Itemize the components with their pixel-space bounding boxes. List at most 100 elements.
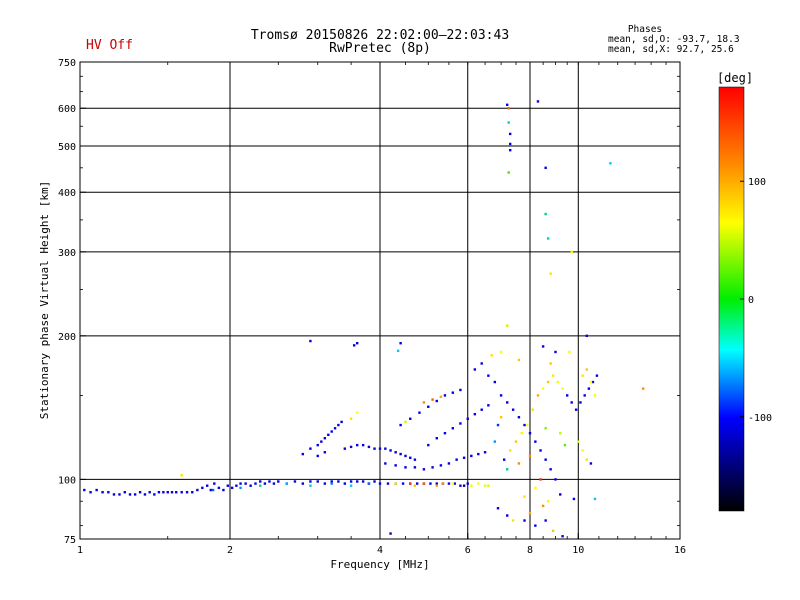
echo-point bbox=[222, 488, 225, 492]
echo-point bbox=[101, 491, 104, 494]
echo-point bbox=[546, 500, 550, 503]
echo-point bbox=[404, 454, 407, 458]
echo-point bbox=[574, 408, 578, 411]
echo-point bbox=[466, 417, 469, 420]
echo-point bbox=[427, 443, 430, 447]
echo-point bbox=[394, 482, 397, 485]
echo-point bbox=[523, 423, 526, 427]
echo-point bbox=[499, 416, 503, 419]
echo-point bbox=[435, 399, 438, 403]
echo-point bbox=[593, 394, 597, 397]
echo-point bbox=[549, 362, 552, 365]
echo-point bbox=[272, 482, 276, 485]
echo-point bbox=[534, 524, 537, 527]
echo-point bbox=[323, 482, 327, 485]
echo-point bbox=[418, 411, 421, 414]
echo-point bbox=[301, 482, 305, 485]
echo-point bbox=[642, 387, 645, 390]
echo-point bbox=[166, 491, 169, 494]
echo-point bbox=[451, 391, 455, 394]
echo-point bbox=[462, 456, 466, 459]
echo-point bbox=[480, 408, 483, 411]
echo-point bbox=[422, 482, 426, 485]
x-tick-label: 4 bbox=[377, 545, 383, 556]
echo-point bbox=[355, 480, 359, 483]
echo-point bbox=[502, 458, 506, 461]
echo-point bbox=[477, 482, 480, 485]
echo-point bbox=[587, 387, 591, 390]
echo-point bbox=[309, 484, 312, 487]
echo-point bbox=[435, 484, 438, 487]
echo-point bbox=[480, 362, 483, 365]
colorbar-tick-label: -100 bbox=[748, 413, 772, 424]
plot-grid bbox=[80, 62, 680, 539]
echo-point bbox=[259, 480, 262, 483]
echo-point bbox=[309, 339, 312, 343]
echo-point bbox=[585, 458, 588, 461]
echo-point bbox=[323, 437, 327, 440]
echo-point bbox=[349, 484, 353, 487]
echo-point bbox=[554, 350, 557, 354]
echo-point bbox=[490, 354, 493, 357]
echo-point bbox=[211, 488, 215, 492]
colorbar-ticks: 100 0 -100 bbox=[740, 177, 772, 424]
echo-point bbox=[435, 482, 438, 485]
echo-point bbox=[263, 482, 267, 485]
echo-point bbox=[123, 491, 126, 494]
echo-point bbox=[259, 484, 262, 487]
colorbar-tick-label: 0 bbox=[748, 295, 754, 306]
echo-point bbox=[443, 431, 447, 435]
echo-point bbox=[508, 449, 512, 452]
echo-point bbox=[570, 250, 573, 254]
echo-point bbox=[316, 454, 319, 458]
echo-point bbox=[581, 449, 584, 452]
echo-point bbox=[507, 171, 510, 174]
echo-point bbox=[559, 493, 562, 496]
echo-point bbox=[439, 464, 443, 467]
echo-point bbox=[401, 482, 405, 485]
x-tick-label: 16 bbox=[674, 545, 686, 556]
echo-point bbox=[507, 121, 510, 124]
echo-point bbox=[355, 443, 359, 447]
echo-point bbox=[593, 497, 597, 501]
echo-point bbox=[520, 431, 523, 435]
echo-point bbox=[133, 493, 137, 496]
echo-point bbox=[378, 447, 382, 450]
echo-point bbox=[528, 511, 532, 515]
echo-point bbox=[470, 454, 473, 458]
echo-point bbox=[396, 349, 400, 353]
echo-point bbox=[568, 350, 571, 354]
echo-point bbox=[213, 482, 216, 485]
echo-point bbox=[511, 519, 515, 522]
echo-point bbox=[583, 394, 586, 397]
echo-point bbox=[422, 468, 426, 471]
echo-point bbox=[226, 484, 230, 487]
echo-point bbox=[546, 380, 550, 384]
y-axis-label: Stationary phase Virtual Height [km] bbox=[38, 181, 51, 419]
colorbar-tick-label: 100 bbox=[748, 177, 766, 188]
echo-point bbox=[517, 462, 521, 465]
echo-point bbox=[235, 484, 238, 487]
phases-title: Phases bbox=[628, 24, 662, 35]
echo-point bbox=[180, 474, 183, 477]
echo-point bbox=[394, 451, 397, 454]
echo-point bbox=[536, 394, 540, 397]
echo-point bbox=[180, 491, 183, 494]
echo-point bbox=[572, 497, 576, 501]
echo-point bbox=[477, 452, 480, 456]
echo-point bbox=[517, 358, 521, 362]
y-tick-label: 600 bbox=[58, 104, 76, 115]
echo-point bbox=[466, 482, 469, 485]
x-tick-label: 8 bbox=[527, 545, 533, 556]
echo-point bbox=[367, 445, 371, 449]
echo-point bbox=[386, 482, 390, 485]
echo-point bbox=[239, 486, 242, 490]
echo-point bbox=[585, 334, 588, 338]
echo-point bbox=[316, 480, 319, 483]
echo-point bbox=[399, 341, 402, 345]
x-tick-label: 6 bbox=[465, 545, 471, 556]
echo-point bbox=[148, 491, 151, 494]
echo-point bbox=[157, 491, 161, 494]
echo-point bbox=[373, 447, 376, 450]
echo-point bbox=[459, 484, 462, 487]
